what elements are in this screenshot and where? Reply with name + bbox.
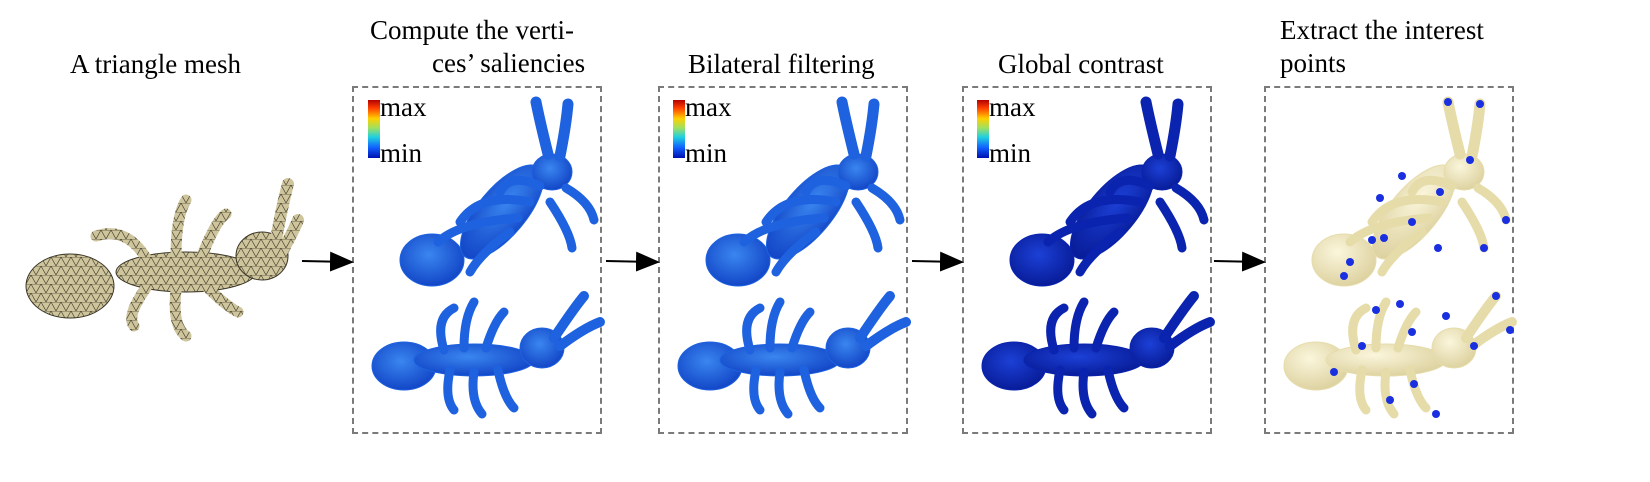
arrow-4 [1213, 251, 1266, 272]
bilateral-ant-side [678, 296, 906, 414]
colormap-bar [673, 100, 685, 158]
colormap-bar [368, 100, 380, 158]
colormap-bar [977, 100, 989, 158]
legend-min-label: min [380, 138, 423, 168]
stage-title-extract-line2: points [1280, 48, 1347, 78]
stage-title-compute-saliencies: Compute the verti- ces’ saliencies [370, 14, 585, 80]
stage-title-global-contrast: Global contrast [998, 49, 1164, 79]
interest-ant-top [1312, 102, 1506, 286]
arrow-1 [301, 251, 354, 272]
stage-title-compute-line2: ces’ saliencies [432, 48, 586, 78]
triangle-mesh-ant [25, 178, 304, 342]
stage-title-compute-line1: Compute the verti- [370, 15, 574, 45]
arrow-3 [911, 251, 964, 272]
interest-points [1330, 98, 1514, 418]
stage-title-bilateral-filtering: Bilateral filtering [688, 49, 875, 79]
legend-min-label: min [685, 138, 728, 168]
legend-max-label: max [989, 92, 1036, 122]
stage-title-triangle-mesh: A triangle mesh [70, 49, 241, 79]
legend-max-label: max [380, 92, 427, 122]
contrast-ant-top [1010, 102, 1204, 286]
saliency-ant-top [400, 102, 594, 286]
interest-ant-side [1284, 296, 1512, 414]
legend-max-label: max [685, 92, 732, 122]
contrast-ant-side [982, 296, 1210, 414]
arrow-2 [605, 251, 660, 272]
stage-title-extract-points: Extract the interest points [1280, 14, 1484, 80]
saliency-ant-side [372, 296, 600, 414]
bilateral-ant-top [706, 102, 900, 286]
legend-min-label: min [989, 138, 1032, 168]
stage-title-extract-line1: Extract the interest [1280, 15, 1484, 45]
